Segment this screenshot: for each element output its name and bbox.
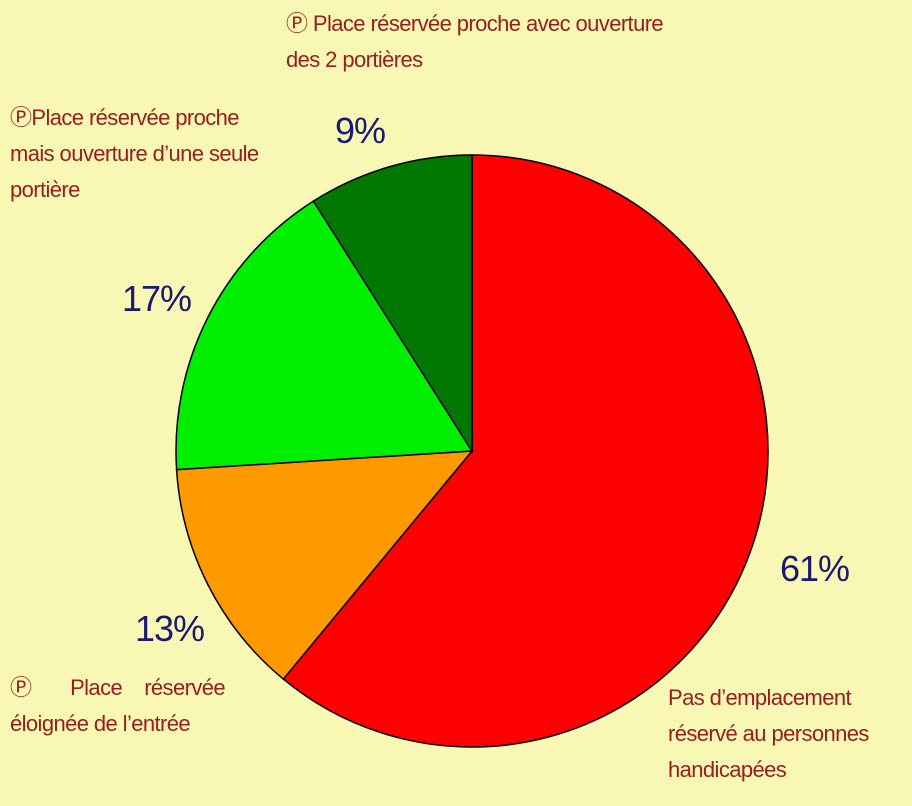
pie-slice bbox=[282, 154, 769, 748]
value-label: 13% bbox=[135, 608, 205, 649]
value-label: 61% bbox=[780, 548, 850, 589]
category-label: ⓅPlace réservée proche mais ouverture d’… bbox=[10, 105, 259, 202]
pie-slice bbox=[175, 450, 474, 681]
category-label: Pas d’emplacement réservé au personnes h… bbox=[668, 685, 869, 782]
pie-slice bbox=[175, 200, 474, 471]
value-label: 9% bbox=[335, 110, 386, 151]
category-label: Ⓟ Place réservée proche avec ouverture d… bbox=[286, 11, 664, 72]
pie-slice bbox=[312, 154, 473, 454]
category-label: Ⓟ Place réservée éloignée de l’entrée bbox=[10, 675, 226, 736]
value-label: 17% bbox=[122, 278, 192, 319]
